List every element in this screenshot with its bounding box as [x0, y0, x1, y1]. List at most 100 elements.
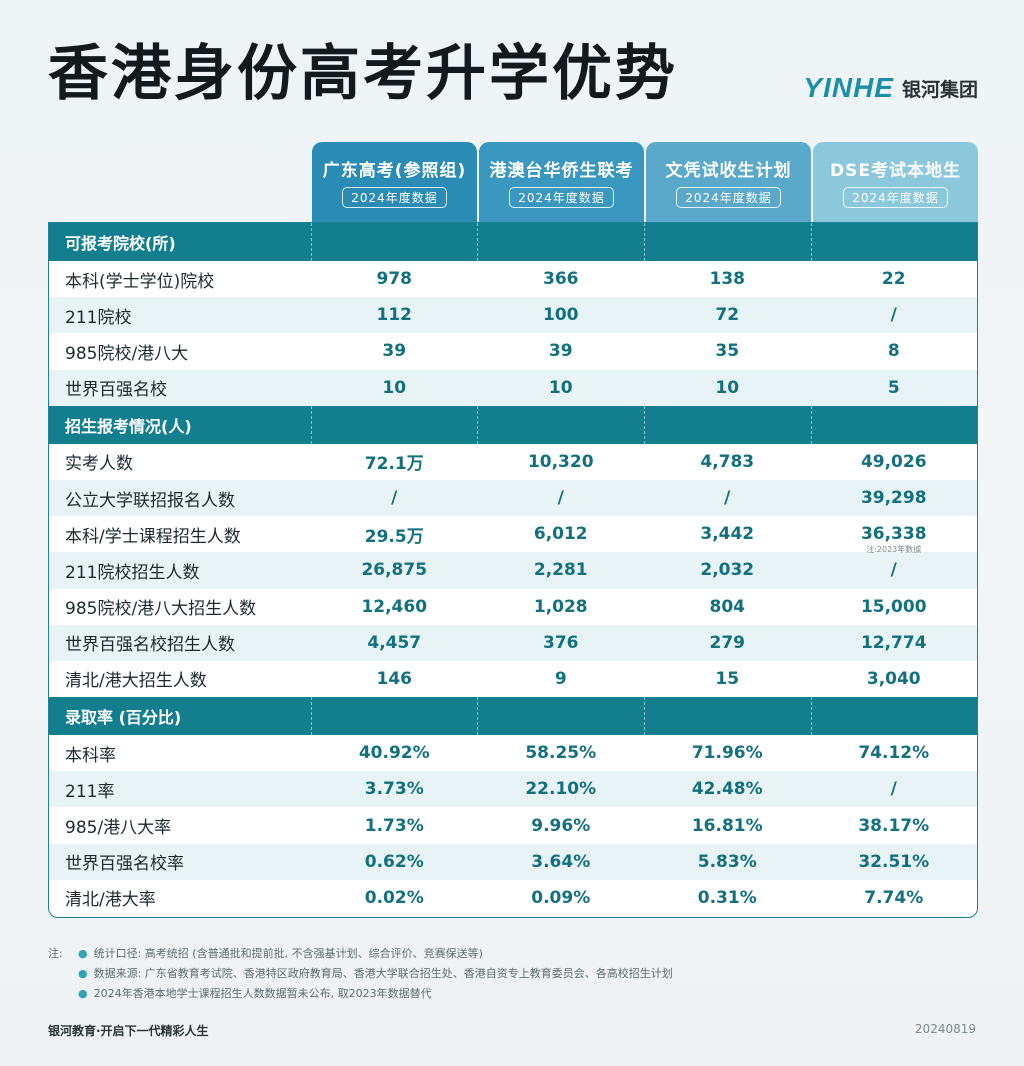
- row-label: 211院校: [65, 307, 132, 328]
- row-label: 211院校招生人数: [65, 562, 200, 583]
- column-title: 港澳台华侨生联考: [489, 161, 634, 181]
- cell-value: 26,875: [361, 560, 428, 581]
- cell-value: 4,457: [367, 632, 422, 653]
- bullet-icon: ●: [78, 967, 88, 980]
- cell-value: 0.31%: [697, 887, 757, 908]
- column-subtitle: 2024年度数据: [676, 187, 781, 208]
- table-row: 世界百强名校 10 10 10 5: [49, 369, 978, 406]
- section-label: 招生报考情况(人): [65, 416, 192, 436]
- table-cell: /: [478, 488, 645, 508]
- column-divider: [311, 697, 312, 736]
- note-item: 数据来源: 广东省教育考试院、香港特区政府教育局、香港大学联合招生处、香港自资专…: [93, 967, 673, 980]
- cell-value: 2,281: [533, 560, 588, 581]
- cell-value: 15,000: [860, 596, 927, 617]
- cell-value: 138: [709, 269, 746, 290]
- cell-value: 72.1万: [364, 454, 424, 475]
- table-row: 公立大学联招报名人数 / / / 39,298: [49, 479, 977, 517]
- table-row: 本科率 40.92% 58.25% 71.96% 74.12%: [49, 735, 977, 771]
- table-cell: 4,783: [644, 452, 811, 472]
- table-cell: 3.73%: [311, 779, 478, 799]
- cell-value: 72: [715, 305, 740, 326]
- table-cell: 4,457: [311, 633, 478, 653]
- table-cell: 3,442: [644, 524, 811, 544]
- page-title: 香港身份高考升学优势: [48, 39, 678, 109]
- column-headers: 广东高考(参照组) 2024年度数据 港澳台华侨生联考 2024年度数据 文凭试…: [312, 142, 978, 222]
- column-divider: [644, 697, 645, 736]
- cell-value: 366: [543, 269, 579, 290]
- table-cell: 26,875: [311, 560, 478, 580]
- footer-slogan: 银河教育·开启下一代精彩人生: [48, 1024, 209, 1038]
- row-label: 清北/港大招生人数: [65, 671, 207, 692]
- table-cell: 74.12%: [811, 743, 978, 763]
- row-label: 本科(学士学位)院校: [65, 271, 215, 292]
- table-cell: 71.96%: [644, 743, 811, 763]
- cell-value: /: [391, 488, 398, 509]
- brand-name: 银河集团: [901, 78, 978, 101]
- table-cell: 7.74%: [811, 888, 978, 908]
- table-cell: 804: [644, 597, 811, 617]
- cell-value: 112: [376, 305, 413, 326]
- table-cell: 8: [811, 341, 978, 361]
- column-divider: [477, 697, 478, 736]
- column-subtitle: 2024年度数据: [509, 187, 614, 208]
- table-cell: 5: [811, 378, 978, 398]
- table-cell: 112: [311, 305, 478, 325]
- cell-value: 39,298: [860, 488, 927, 509]
- section-header: 招生报考情况(人): [49, 405, 977, 444]
- column-divider: [811, 405, 812, 444]
- table-cell: 0.62%: [311, 852, 478, 872]
- column-title: DSE考试本地生: [830, 161, 961, 181]
- cell-value: /: [890, 560, 897, 581]
- section-header: 可报考院校(所): [49, 223, 977, 261]
- cell-value: 39: [382, 341, 407, 362]
- table-row: 211院校 112 100 72 /: [49, 297, 977, 334]
- cell-value: 15: [715, 668, 740, 689]
- cell-value: 10: [715, 377, 740, 398]
- brand: YINHE 银河集团: [803, 72, 978, 104]
- table-cell: 376: [478, 633, 645, 653]
- comparison-table: 可报考院校(所) 本科(学士学位)院校 978 366 138 22 211院校 112 100…: [48, 222, 978, 918]
- column-divider: [811, 223, 812, 261]
- table-cell: 39: [311, 341, 478, 361]
- table-cell: /: [311, 488, 478, 508]
- table-row: 本科(学士学位)院校 978 366 138 22: [49, 261, 977, 297]
- table-cell: 2,032: [644, 560, 811, 580]
- table-cell: 12,460: [311, 597, 478, 617]
- table-cell: 10: [478, 378, 645, 398]
- section-label: 可报考院校(所): [65, 234, 176, 253]
- cell-value: 10,320: [527, 451, 594, 472]
- cell-value: 58.25%: [525, 743, 597, 764]
- cell-value: 0.62%: [364, 851, 424, 872]
- notes-prefix: 注:: [48, 947, 63, 960]
- table-cell: /: [644, 488, 811, 508]
- table-row: 世界百强名校率 0.62% 3.64% 5.83% 32.51%: [49, 843, 977, 880]
- table-cell: /: [811, 560, 978, 580]
- table-cell: 22.10%: [478, 779, 645, 799]
- column-divider: [477, 405, 478, 444]
- table-cell: 10: [644, 378, 811, 398]
- row-label: 211率: [65, 781, 115, 802]
- table-cell: 138: [644, 269, 811, 289]
- cell-value: /: [557, 488, 564, 509]
- row-label: 世界百强名校招生人数: [65, 635, 235, 656]
- row-label: 清北/港大率: [65, 890, 156, 911]
- brand-logo: YINHE: [803, 72, 894, 103]
- cell-value: 71.96%: [691, 743, 763, 764]
- cell-value: 42.48%: [691, 779, 763, 800]
- cell-value: 9.96%: [531, 815, 591, 836]
- cell-value: 100: [543, 305, 579, 326]
- row-label: 实考人数: [65, 454, 133, 475]
- cell-value: 5.83%: [697, 851, 757, 872]
- table-cell: 38.17%: [811, 816, 978, 836]
- table-cell: 49,026: [811, 452, 978, 472]
- bullet-icon: ●: [78, 987, 88, 1000]
- cell-value: 2,032: [700, 560, 755, 581]
- table-cell: 0.09%: [478, 888, 645, 908]
- row-label: 985院校/港八大招生人数: [65, 599, 257, 620]
- cell-value: 804: [709, 596, 746, 617]
- note-item: 统计口径: 高考统招 (含普通批和提前批, 不含强基计划、综合评价、竞赛保送等): [93, 947, 483, 960]
- table-cell: 2,281: [478, 560, 645, 580]
- cell-value: 3.64%: [531, 851, 591, 872]
- column-header: 广东高考(参照组) 2024年度数据: [312, 142, 477, 222]
- cell-value: 10: [382, 377, 407, 398]
